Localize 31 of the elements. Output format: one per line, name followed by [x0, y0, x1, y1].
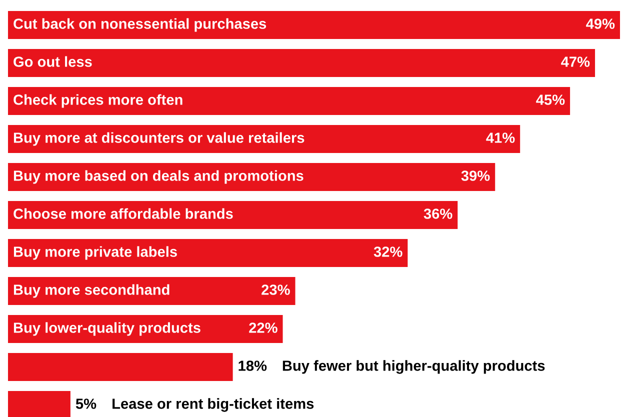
y-tick-label: Buy lower-quality products	[14, 322, 200, 336]
bar	[8, 352, 233, 382]
data-label: 18%	[238, 360, 267, 371]
bar	[8, 124, 520, 154]
y-tick-label: Buy more private labels	[14, 246, 177, 260]
bar	[8, 10, 620, 40]
bar	[8, 162, 496, 192]
data-label: 23%	[262, 284, 290, 295]
bar	[8, 276, 296, 306]
data-label: 5%	[76, 398, 96, 409]
bar	[8, 238, 408, 268]
y-tick-label: Buy more based on deals and promotions	[14, 170, 304, 184]
y-tick-label: Go out less	[14, 56, 92, 67]
data-label: 36%	[424, 208, 452, 219]
y-tick-label: Buy fewer but higher-quality products	[282, 360, 545, 374]
y-tick-label: Lease or rent big-ticket items	[112, 398, 314, 412]
y-tick-label: Choose more affordable brands	[14, 208, 233, 219]
y-tick-label: Check prices more often	[14, 94, 182, 108]
data-label: 47%	[561, 56, 590, 67]
data-label: 49%	[586, 18, 615, 29]
bar	[8, 200, 458, 230]
data-label: 41%	[486, 132, 515, 143]
data-label: 22%	[249, 322, 278, 333]
y-tick-label: Buy more secondhand	[14, 284, 170, 298]
data-label: 32%	[374, 246, 402, 257]
y-tick-label: Buy more at discounters or value retailers	[14, 132, 304, 146]
bar	[8, 48, 596, 78]
bar	[8, 86, 570, 116]
data-label: 45%	[536, 94, 565, 105]
data-label: 39%	[461, 170, 490, 181]
y-tick-label: Cut back on nonessential purchases	[14, 18, 266, 32]
